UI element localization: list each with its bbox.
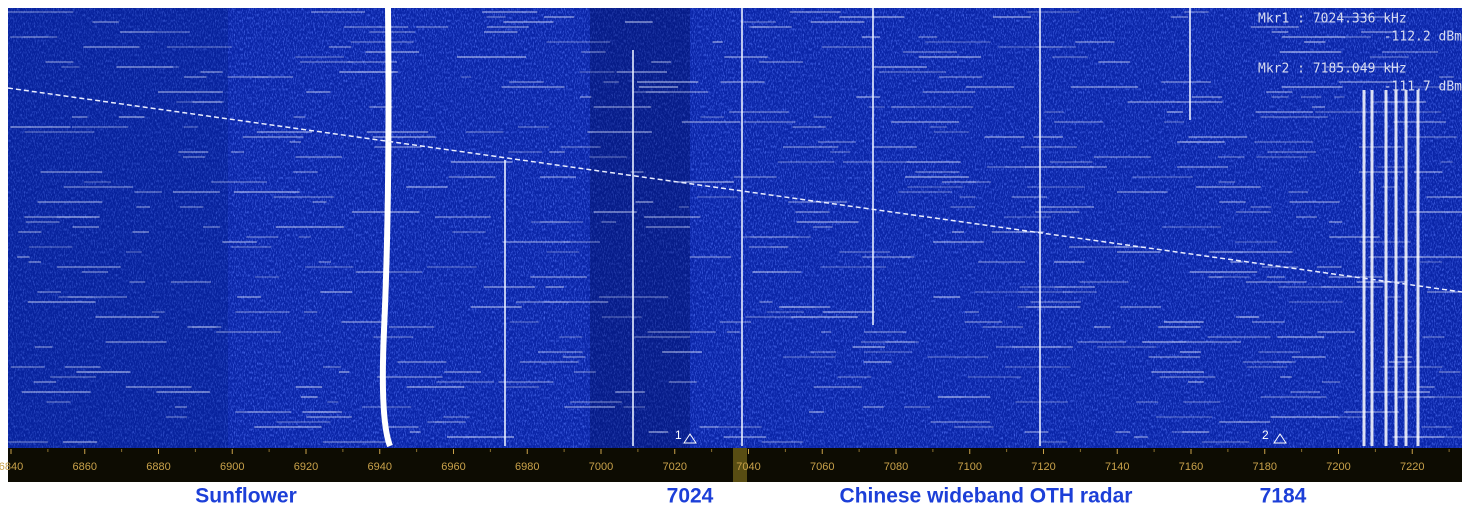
tick-label: 7220 <box>1400 461 1424 473</box>
tick-label: 7100 <box>958 461 982 473</box>
caption: Sunflower <box>195 485 297 508</box>
tick-label: 7080 <box>884 461 908 473</box>
tick-label: 6860 <box>73 461 97 473</box>
marker-readout: Mkr1 : 7024.336 kHz <box>1258 12 1407 27</box>
tick-label: 7140 <box>1105 461 1129 473</box>
marker-level: -112.2 dBm <box>1384 30 1462 45</box>
caption: 7184 <box>1260 485 1307 508</box>
marker-readout: Mkr2 : 7185.049 kHz <box>1258 62 1407 77</box>
tick-label: 7200 <box>1326 461 1350 473</box>
tick-label: 6920 <box>294 461 318 473</box>
tick-label: 6960 <box>441 461 465 473</box>
marker-label: 1 <box>675 428 682 442</box>
tick-label: 7060 <box>810 461 834 473</box>
tick-label: 6880 <box>146 461 170 473</box>
tick-label: 7000 <box>589 461 613 473</box>
tick-label: 6840 <box>0 461 23 473</box>
caption: Chinese wideband OTH radar <box>840 485 1133 508</box>
marker-level: -111.7 dBm <box>1384 80 1462 95</box>
tick-label: 6940 <box>368 461 392 473</box>
tick-label: 7180 <box>1253 461 1277 473</box>
tick-label: 6980 <box>515 461 539 473</box>
caption: 7024 <box>667 485 714 508</box>
tick-label: 7120 <box>1031 461 1055 473</box>
tick-label: 7020 <box>663 461 687 473</box>
marker-label: 2 <box>1262 428 1269 442</box>
page: 6840 6860 6880 6900 6920 6940 6960 6980 7000 7020… <box>0 0 1469 512</box>
screen: 6840 6860 6880 6900 6920 6940 6960 6980 7000 7020… <box>0 0 1469 512</box>
tick-label: 6900 <box>220 461 244 473</box>
tick-label: 7160 <box>1179 461 1203 473</box>
tick-label: 7040 <box>736 461 760 473</box>
